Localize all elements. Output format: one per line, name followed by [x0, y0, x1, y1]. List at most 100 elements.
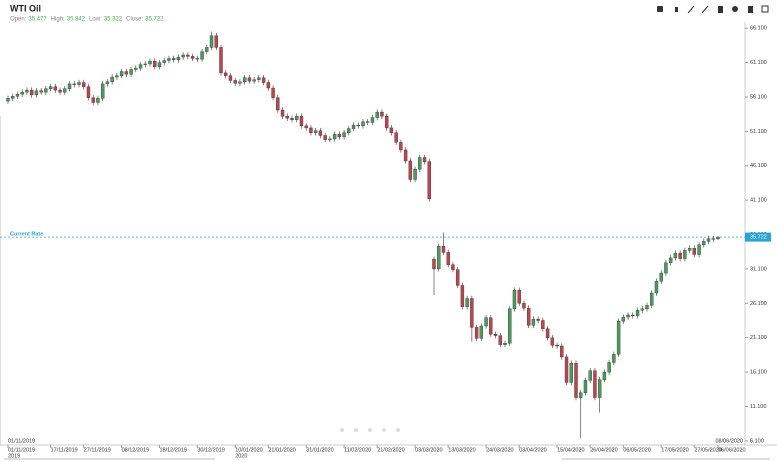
quote-label: Low: — [89, 17, 102, 23]
candle-body — [285, 116, 289, 119]
candle-body — [257, 77, 261, 80]
x-tick-label: 06/05/2020 — [623, 447, 651, 453]
candle-body — [375, 111, 379, 118]
candle-body — [167, 58, 171, 61]
candle-body — [413, 168, 417, 180]
tool-icon[interactable] — [657, 6, 663, 12]
candle-body — [91, 97, 95, 103]
candle-body — [621, 316, 626, 322]
candle-body — [692, 248, 697, 255]
candle-body — [640, 308, 644, 311]
candle-body — [48, 86, 53, 89]
candle-body — [607, 362, 611, 373]
candle-body — [489, 317, 493, 335]
x-tick-label: 18/12/2019 — [159, 447, 187, 453]
candle-body — [560, 345, 564, 358]
candle-body — [366, 121, 370, 123]
candle-body — [593, 370, 597, 398]
candle-body — [597, 379, 602, 398]
chart-title: WTI Oil — [10, 3, 41, 13]
candle-body — [394, 132, 398, 143]
candle-body — [356, 124, 360, 127]
zoom-dot[interactable] — [368, 428, 372, 432]
y-tick-label: 6.100 — [750, 438, 764, 444]
candle-body — [157, 62, 162, 67]
candle-body — [195, 58, 200, 60]
candle-body — [110, 76, 114, 83]
candle-body — [181, 54, 185, 58]
candle-body — [328, 138, 332, 140]
candle-body — [205, 47, 209, 52]
candle-body — [295, 116, 299, 120]
candle-body — [313, 130, 318, 133]
tool-icon[interactable] — [687, 5, 695, 14]
y-tick-label: 46.100 — [750, 163, 767, 169]
candle-body — [53, 86, 58, 91]
x-tick-label: 17/11/2019 — [51, 447, 78, 453]
tool-icon[interactable] — [718, 6, 723, 13]
candle-body — [474, 327, 479, 339]
candle-body — [143, 63, 147, 65]
candle-body — [673, 252, 678, 259]
candle-body — [517, 290, 521, 304]
candle-body — [659, 272, 663, 282]
candle-body — [58, 89, 62, 93]
x-tick-label: 11/02/2020 — [344, 447, 371, 453]
year-label: 2019 — [8, 453, 20, 459]
current-rate-label: Current Rate — [10, 232, 43, 238]
candle-body — [683, 250, 687, 259]
candle-body — [460, 285, 465, 307]
y-tick-label: 16.100 — [750, 370, 767, 376]
x-tick-label: 24/03/2020 — [486, 447, 514, 453]
candle-body — [503, 343, 507, 345]
candle-body — [34, 90, 39, 96]
candle-body — [631, 314, 635, 316]
candle-body — [238, 81, 242, 84]
candle-body — [526, 307, 531, 326]
x-tick-label: 27/05/2020 — [694, 447, 722, 453]
zoom-dot[interactable] — [354, 428, 358, 432]
candle-body — [550, 337, 555, 346]
candle-body — [465, 298, 469, 307]
tool-icon[interactable] — [701, 5, 709, 14]
candle-body — [432, 259, 436, 270]
tool-icon[interactable] — [675, 7, 678, 12]
range-end: 08/06/2020 — [715, 438, 743, 444]
candle-body — [261, 77, 266, 83]
candle-body — [247, 77, 252, 82]
current-rate-value: 35.722 — [750, 235, 767, 241]
candle-body — [508, 308, 512, 344]
candle-body — [579, 392, 583, 398]
candle-body — [650, 292, 654, 306]
x-tick-label: 01/11/2019 — [8, 447, 35, 453]
candle-body — [100, 83, 105, 99]
zoom-controls[interactable] — [340, 428, 400, 432]
zoom-dot[interactable] — [396, 428, 400, 432]
tool-icon[interactable] — [761, 5, 769, 13]
y-tick-label: 66.100 — [750, 26, 767, 32]
candle-body — [370, 117, 375, 123]
candle-body — [63, 88, 67, 93]
y-tick-label: 41.100 — [750, 198, 767, 204]
toolbar[interactable] — [657, 5, 769, 14]
candle-body — [351, 124, 356, 129]
tool-icon[interactable] — [748, 6, 753, 13]
candle-body — [470, 298, 474, 328]
candle-body — [697, 244, 701, 255]
candle-body — [380, 111, 384, 117]
candle-body — [162, 60, 166, 63]
candle-body — [687, 248, 692, 251]
quote-value: 35.842 — [67, 17, 86, 23]
zoom-dot[interactable] — [382, 428, 386, 432]
candle-body — [77, 82, 81, 85]
zoom-dot[interactable] — [340, 428, 344, 432]
y-tick-label: 11.100 — [750, 404, 766, 410]
candle-body — [616, 320, 621, 355]
candle-body — [427, 161, 431, 199]
candle-body — [11, 96, 15, 99]
tool-icon[interactable] — [732, 6, 738, 12]
candle-body — [569, 362, 573, 383]
quote-value: 35.322 — [104, 17, 123, 23]
candle-body — [347, 128, 351, 133]
candle-body — [626, 314, 630, 318]
